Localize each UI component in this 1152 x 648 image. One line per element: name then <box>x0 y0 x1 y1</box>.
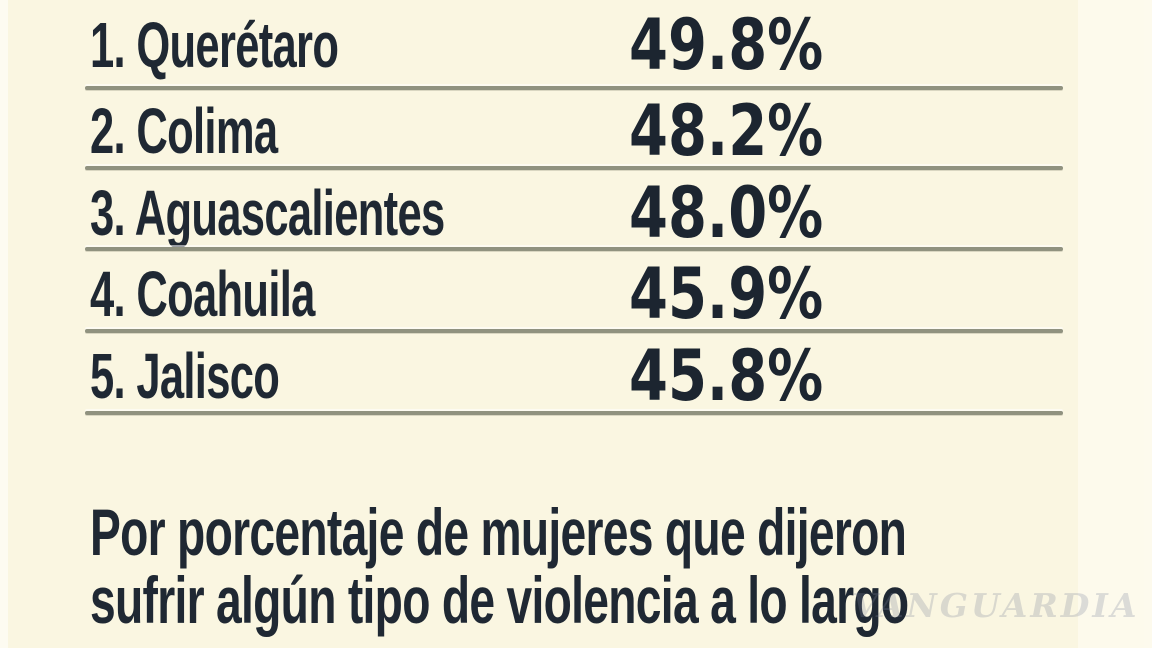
chart-caption: Por porcentaje de mujeres que dijeron su… <box>90 498 1152 634</box>
state-name: Aguascalientes <box>134 176 445 249</box>
row-value: 49.8% <box>629 4 824 86</box>
table-row: 5. Jalisco 45.8% <box>0 335 1152 416</box>
rank-number: 4. <box>90 258 126 330</box>
row-value: 45.9% <box>629 253 824 335</box>
state-name: Coahuila <box>136 258 315 330</box>
rank-number: 5. <box>90 339 126 412</box>
row-label: 5. Jalisco <box>90 344 280 408</box>
caption-line-1: Por porcentaje de mujeres que dijeron <box>90 495 907 569</box>
table-row: 1. Querétaro 49.8% <box>0 0 1152 90</box>
row-separator-line <box>85 86 1063 90</box>
rank-number: 1. <box>90 9 126 81</box>
state-name: Jalisco <box>136 339 280 412</box>
rank-number: 2. <box>90 95 126 167</box>
row-separator-line <box>85 411 1063 415</box>
left-edge-band <box>0 0 8 648</box>
caption-line-2: sufrir algún tipo de violencia a lo larg… <box>90 563 909 637</box>
state-name: Querétaro <box>136 9 339 81</box>
row-value: 48.0% <box>629 171 824 254</box>
row-label: 2. Colima <box>90 99 278 163</box>
row-label: 3. Aguascalientes <box>90 181 445 245</box>
right-edge-band <box>1078 0 1152 648</box>
row-separator-line <box>85 166 1063 170</box>
table-row: 2. Colima 48.2% <box>0 90 1152 172</box>
row-label: 1. Querétaro <box>90 13 339 77</box>
row-value: 48.2% <box>629 90 824 172</box>
rank-number: 3. <box>90 176 126 249</box>
row-separator-line <box>85 329 1063 333</box>
table-row: 4. Coahuila 45.9% <box>0 253 1152 335</box>
row-label: 4. Coahuila <box>90 262 315 326</box>
row-separator-line <box>85 247 1063 251</box>
state-ranking-table: 1. Querétaro 49.8% 2. Colima 48.2% 3. Ag… <box>0 0 1152 416</box>
row-value: 45.8% <box>629 334 824 417</box>
state-name: Colima <box>136 95 278 167</box>
table-row: 3. Aguascalientes 48.0% <box>0 172 1152 253</box>
